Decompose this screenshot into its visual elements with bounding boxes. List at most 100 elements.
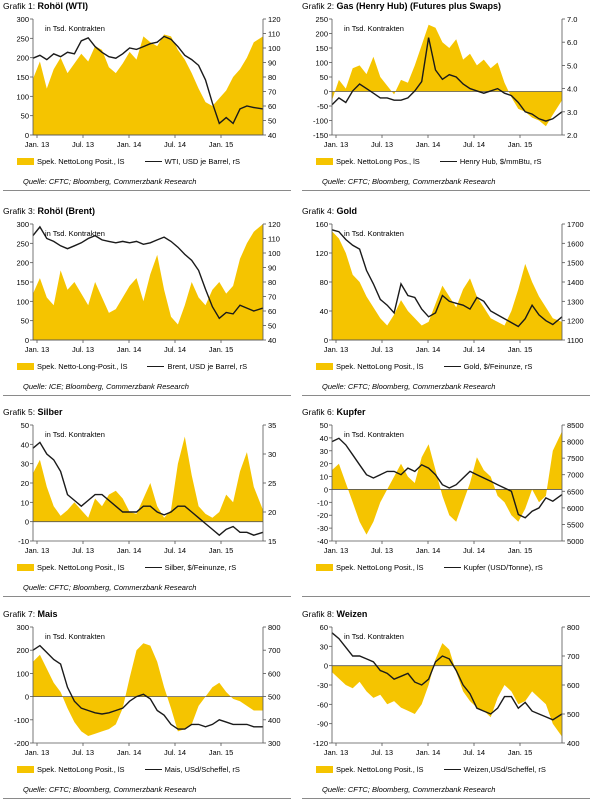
right-tick-label: 1700 <box>567 220 584 229</box>
chart-title: Grafik 3: Rohöl (Brent) <box>3 206 95 216</box>
section-divider <box>302 395 590 396</box>
series-line-price <box>331 437 563 519</box>
x-tick-label: Jan. 15 <box>209 140 234 149</box>
right-tick-label: 600 <box>268 669 281 678</box>
right-tick-label: 400 <box>268 716 281 725</box>
legend-label-line: WTI, USD je Barrel, rS <box>164 157 240 166</box>
chart-svg: 0 40 80 120 160 1100 1200 1300 1400 1500 1600 1700 J… <box>315 220 584 354</box>
left-tick-label: 150 <box>16 278 29 287</box>
legend-swatch-area <box>316 363 333 370</box>
right-tick-label: 30 <box>268 450 276 459</box>
legend: Spek. Netto-Long-Posit., lS Brent, USD je… <box>17 362 247 371</box>
chart-svg: 0 50 100 150 200 250 300 40 50 60 70 80 90 100 110 120 J… <box>16 15 281 149</box>
legend-swatch-area <box>316 564 333 571</box>
right-tick-label: 5000 <box>567 537 584 546</box>
legend-swatch-line <box>439 161 457 162</box>
left-tick-label: 300 <box>16 623 29 632</box>
chart-svg: 0 50 100 150 200 250 300 40 50 60 70 80 90 100 110 120 J… <box>16 220 281 354</box>
source-note: Quelle: CFTC; Bloomberg, Commerzbank Res… <box>23 177 197 186</box>
section-divider <box>302 798 590 799</box>
legend-swatch-area <box>17 564 34 571</box>
series-area-netlong <box>332 231 562 340</box>
left-tick-label: 30 <box>320 447 328 456</box>
left-tick-label: 250 <box>315 15 328 24</box>
right-tick-label: 6.0 <box>567 38 577 47</box>
left-tick-label: -60 <box>317 700 328 709</box>
left-tick-label: 20 <box>21 479 29 488</box>
right-tick-label: 100 <box>268 44 281 53</box>
right-tick-label: 500 <box>268 693 281 702</box>
right-tick-label: 60 <box>268 307 276 316</box>
x-tick-label: Jan. 13 <box>324 546 349 555</box>
unit-annotation: in Tsd. Kontrakten <box>45 229 105 238</box>
legend-label-line: Kupfer (USD/Tonne), rS <box>463 563 543 572</box>
left-tick-label: 300 <box>16 15 29 24</box>
legend-swatch-area <box>17 766 34 773</box>
series-area-netlong <box>332 643 562 737</box>
right-tick-label: 70 <box>268 293 276 302</box>
right-tick-label: 80 <box>268 73 276 82</box>
x-tick-label: Jan. 14 <box>117 345 142 354</box>
right-tick-label: 5500 <box>567 520 584 529</box>
x-tick-label: Jul. 13 <box>72 546 94 555</box>
left-tick-label: 50 <box>320 73 328 82</box>
right-tick-label: 7.0 <box>567 15 577 24</box>
x-tick-label: Jan. 15 <box>209 748 234 757</box>
right-tick-label: 100 <box>268 249 281 258</box>
left-tick-label: 0 <box>25 336 29 345</box>
series-line-price <box>331 632 563 721</box>
right-tick-label: 800 <box>268 623 281 632</box>
x-tick-label: Jul. 14 <box>164 748 186 757</box>
series-area-netlong <box>33 436 263 522</box>
legend-label-area: Spek. NettoLong Pos., lS <box>336 157 420 166</box>
right-tick-label: 60 <box>268 102 276 111</box>
left-tick-label: 10 <box>21 498 29 507</box>
left-tick-label: 50 <box>320 421 328 430</box>
chart-number: Grafik 1: <box>3 1 38 11</box>
right-tick-label: 80 <box>268 278 276 287</box>
right-tick-label: 120 <box>268 15 281 24</box>
left-tick-label: 200 <box>315 30 328 39</box>
chart-panel: Grafik 3: Rohöl (Brent) 0 50 100 150 200 250 30… <box>3 206 295 398</box>
left-tick-label: -10 <box>18 537 29 546</box>
x-tick-label: Jan. 14 <box>416 748 441 757</box>
left-tick-label: 80 <box>320 278 328 287</box>
legend-swatch-line <box>144 769 162 770</box>
legend: Spek. NettoLong Posit., lS WTI, USD je Ba… <box>17 157 240 166</box>
left-tick-label: 50 <box>21 112 29 121</box>
chart-number: Grafik 6: <box>302 407 337 417</box>
series-area-netlong <box>332 431 562 535</box>
x-tick-label: Jul. 14 <box>164 345 186 354</box>
right-tick-label: 90 <box>268 59 276 68</box>
series-line-price <box>331 229 563 328</box>
section-divider <box>3 798 291 799</box>
right-tick-label: 1500 <box>567 259 584 268</box>
legend-label-area: Spek. NettoLong Posit., lS <box>37 563 125 572</box>
section-divider <box>3 596 291 597</box>
right-tick-label: 7500 <box>567 454 584 463</box>
x-tick-label: Jul. 13 <box>72 345 94 354</box>
left-tick-label: 200 <box>16 54 29 63</box>
legend: Spek. NettoLong Pos., lS Henry Hub, $/mmB… <box>316 157 542 166</box>
chart-title-text: Rohöl (WTI) <box>37 1 88 11</box>
left-tick-label: -50 <box>317 102 328 111</box>
left-tick-label: 40 <box>21 440 29 449</box>
chart-title: Grafik 2: Gas (Henry Hub) (Futures plus … <box>302 1 501 11</box>
left-tick-label: 10 <box>320 473 328 482</box>
x-tick-label: Jul. 14 <box>164 546 186 555</box>
left-tick-label: 0 <box>25 518 29 527</box>
left-tick-label: 50 <box>21 317 29 326</box>
left-tick-label: 250 <box>16 239 29 248</box>
right-tick-label: 7000 <box>567 471 584 480</box>
right-tick-label: 6500 <box>567 487 584 496</box>
chart-svg: -120 -90 -60 -30 0 30 60 400 500 600 700 800 Jan. 13… <box>313 623 580 757</box>
right-tick-label: 110 <box>268 30 280 39</box>
source-note: Quelle: ICE; Bloomberg, Commerzbank Rese… <box>23 382 189 391</box>
left-tick-label: -30 <box>317 524 328 533</box>
unit-annotation: in Tsd. Kontrakten <box>45 632 105 641</box>
chart-panel: Grafik 8: Weizen -120 -90 -60 -30 0 30 60 400 500… <box>302 609 594 800</box>
unit-annotation: in Tsd. Kontrakten <box>45 24 105 33</box>
source-note: Quelle: CFTC; Bloomberg, Commerzbank Res… <box>322 177 496 186</box>
right-tick-label: 70 <box>268 88 276 97</box>
x-tick-label: Jan. 13 <box>25 748 50 757</box>
